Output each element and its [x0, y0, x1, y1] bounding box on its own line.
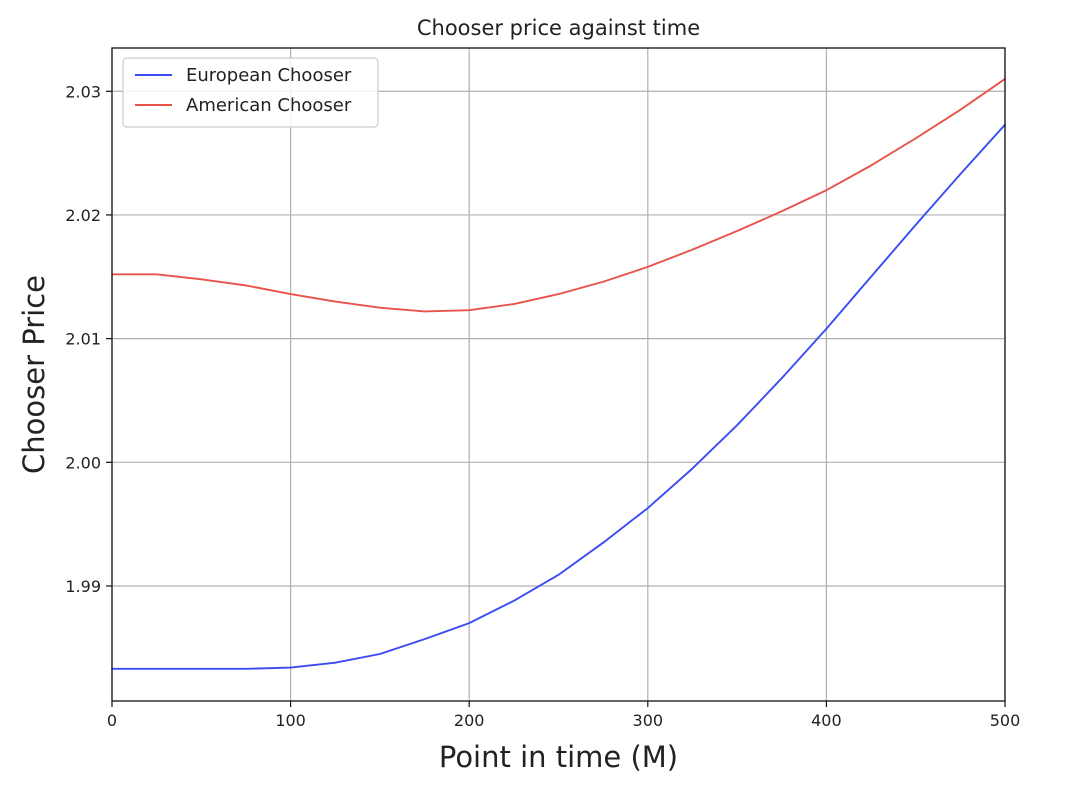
y-tick-label: 2.00: [65, 453, 101, 472]
legend-label: European Chooser: [186, 65, 352, 86]
x-tick-label: 200: [454, 711, 485, 730]
x-tick-label: 400: [811, 711, 842, 730]
x-axis-title: Point in time (M): [439, 740, 678, 774]
x-tick-label: 0: [107, 711, 117, 730]
legend: European Chooser American Chooser: [122, 57, 379, 128]
y-axis-title: Chooser Price: [17, 275, 51, 474]
chart-title: Chooser price against time: [417, 16, 700, 40]
legend-box: [122, 57, 379, 128]
y-tick-label: 2.03: [65, 82, 101, 101]
series-line-european: [111, 123, 1006, 670]
y-tick-label: 2.01: [65, 330, 101, 349]
x-tick-label: 100: [275, 711, 306, 730]
grid: [111, 48, 1006, 701]
x-tick-label: 500: [990, 711, 1021, 730]
ticks: 0 100 200 300 400 500 1.99 2.00 2.01 2.02 2.03: [65, 82, 1020, 730]
series-layer: [111, 77, 1006, 670]
plot-frame: [111, 47, 1006, 702]
y-tick-label: 2.02: [65, 206, 101, 225]
x-tick-label: 300: [633, 711, 664, 730]
series-line-american: [111, 77, 1006, 313]
y-tick-label: 1.99: [65, 577, 101, 596]
legend-label: American Chooser: [186, 95, 352, 116]
